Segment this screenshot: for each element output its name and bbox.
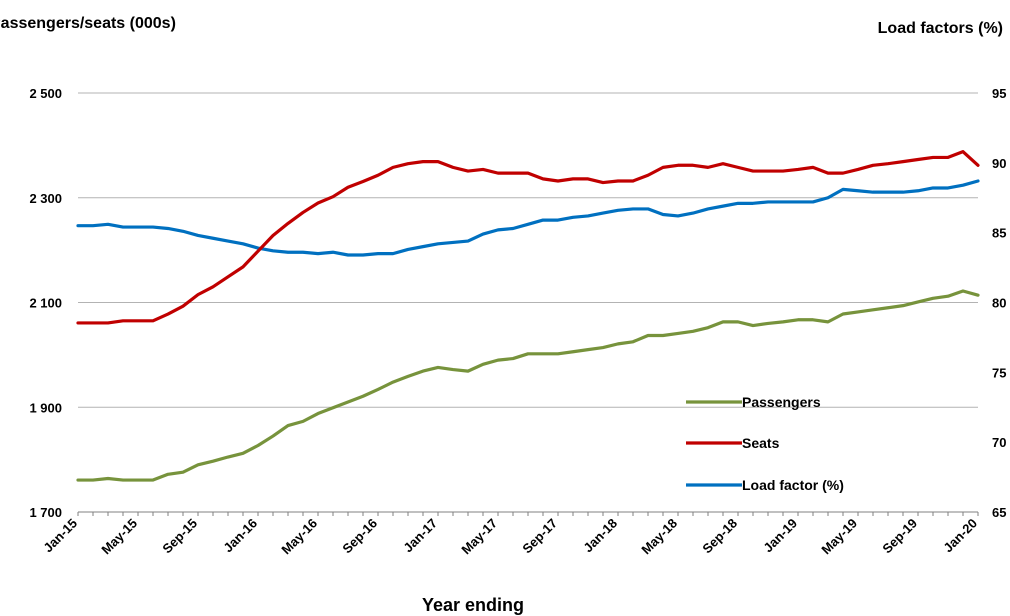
seats-line bbox=[76, 150, 980, 325]
legend-label-passengers: Passengers bbox=[742, 394, 821, 410]
left-y-axis-ticks: 1 700 1 900 2 100 2 300 2 500 bbox=[29, 86, 62, 520]
right-y-tick-label: 80 bbox=[992, 296, 1006, 311]
series-lines bbox=[76, 150, 980, 482]
left-y-tick-label: 2 100 bbox=[29, 296, 62, 311]
right-y-tick-label: 95 bbox=[992, 86, 1006, 101]
left-y-tick-label: 2 300 bbox=[29, 191, 62, 206]
left-y-tick-label: 2 500 bbox=[29, 86, 62, 101]
left-y-tick-label: 1 700 bbox=[29, 505, 62, 520]
left-axis-title: Passengers/seats (000s) bbox=[0, 15, 176, 32]
left-y-tick-label: 1 900 bbox=[29, 400, 62, 415]
right-y-tick-label: 75 bbox=[992, 365, 1006, 380]
gridlines bbox=[78, 92, 978, 408]
right-y-tick-label: 85 bbox=[992, 226, 1006, 241]
legend: Passengers Seats Load factor (%) bbox=[686, 394, 844, 493]
passengers-line bbox=[76, 289, 980, 482]
right-y-tick-label: 65 bbox=[992, 505, 1006, 520]
load-factor-line bbox=[76, 179, 980, 257]
legend-label-seats: Seats bbox=[742, 435, 780, 451]
right-y-tick-label: 90 bbox=[992, 156, 1006, 171]
right-y-axis-ticks: 65 70 75 80 85 90 95 bbox=[992, 86, 1006, 520]
right-y-tick-label: 70 bbox=[992, 435, 1006, 450]
legend-label-load-factor: Load factor (%) bbox=[742, 477, 844, 493]
right-axis-title: Load factors (%) bbox=[878, 20, 1003, 37]
x-axis-title: Year ending bbox=[422, 595, 524, 615]
